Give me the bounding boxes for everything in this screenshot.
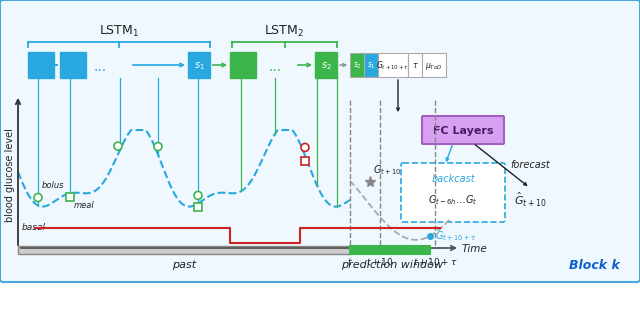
Circle shape <box>154 142 162 151</box>
Text: meal: meal <box>74 201 95 210</box>
Text: $s_1$: $s_1$ <box>367 61 376 71</box>
Circle shape <box>301 143 309 151</box>
Text: $t+10+\tau$: $t+10+\tau$ <box>413 256 457 267</box>
Text: FC Layers: FC Layers <box>433 126 493 136</box>
Text: $\mu_{ToD}$: $\mu_{ToD}$ <box>426 61 443 72</box>
Text: $G_{t+10+\tau}$: $G_{t+10+\tau}$ <box>376 60 410 72</box>
Circle shape <box>194 192 202 199</box>
FancyBboxPatch shape <box>350 53 364 77</box>
Text: $\tau$: $\tau$ <box>412 62 419 71</box>
FancyBboxPatch shape <box>66 193 74 201</box>
FancyBboxPatch shape <box>194 203 202 211</box>
Text: Block k: Block k <box>569 259 620 272</box>
FancyBboxPatch shape <box>408 53 422 77</box>
Text: $G_{t+10}$: $G_{t+10}$ <box>373 163 402 177</box>
Text: $t$: $t$ <box>347 256 353 267</box>
Text: bolus: bolus <box>42 181 65 190</box>
FancyBboxPatch shape <box>28 52 54 78</box>
Text: ...: ... <box>93 60 107 74</box>
Text: $s_2$: $s_2$ <box>321 60 332 72</box>
Text: $\hat{G}_{t+10}$: $\hat{G}_{t+10}$ <box>514 191 547 209</box>
FancyBboxPatch shape <box>364 53 378 77</box>
Text: blood glucose level: blood glucose level <box>5 128 15 222</box>
FancyBboxPatch shape <box>315 52 337 78</box>
Circle shape <box>34 193 42 202</box>
FancyBboxPatch shape <box>401 163 505 222</box>
FancyBboxPatch shape <box>422 116 504 144</box>
Text: backcast: backcast <box>431 174 475 184</box>
Text: basal: basal <box>22 224 46 233</box>
Text: $G_{t+10+\tau}$: $G_{t+10+\tau}$ <box>435 229 477 243</box>
Text: $G_{t-6h}\ldots G_t$: $G_{t-6h}\ldots G_t$ <box>428 193 478 207</box>
Text: ...: ... <box>268 60 282 74</box>
FancyBboxPatch shape <box>230 52 256 78</box>
Text: LSTM$_2$: LSTM$_2$ <box>264 24 305 39</box>
Circle shape <box>114 142 122 150</box>
Bar <box>18 246 350 254</box>
FancyBboxPatch shape <box>378 53 408 77</box>
Text: $s_1$: $s_1$ <box>194 60 204 72</box>
Text: prediction window: prediction window <box>342 260 444 270</box>
Text: forecast: forecast <box>510 160 550 170</box>
Text: Time: Time <box>462 244 488 254</box>
Bar <box>350 246 430 254</box>
FancyBboxPatch shape <box>60 52 86 78</box>
FancyBboxPatch shape <box>422 53 446 77</box>
FancyBboxPatch shape <box>301 157 309 165</box>
FancyBboxPatch shape <box>188 52 210 78</box>
Text: past: past <box>172 260 196 270</box>
Text: LSTM$_1$: LSTM$_1$ <box>99 24 139 39</box>
Text: $s_2$: $s_2$ <box>353 61 362 71</box>
FancyBboxPatch shape <box>0 0 640 282</box>
Text: $t+10$: $t+10$ <box>366 256 394 267</box>
